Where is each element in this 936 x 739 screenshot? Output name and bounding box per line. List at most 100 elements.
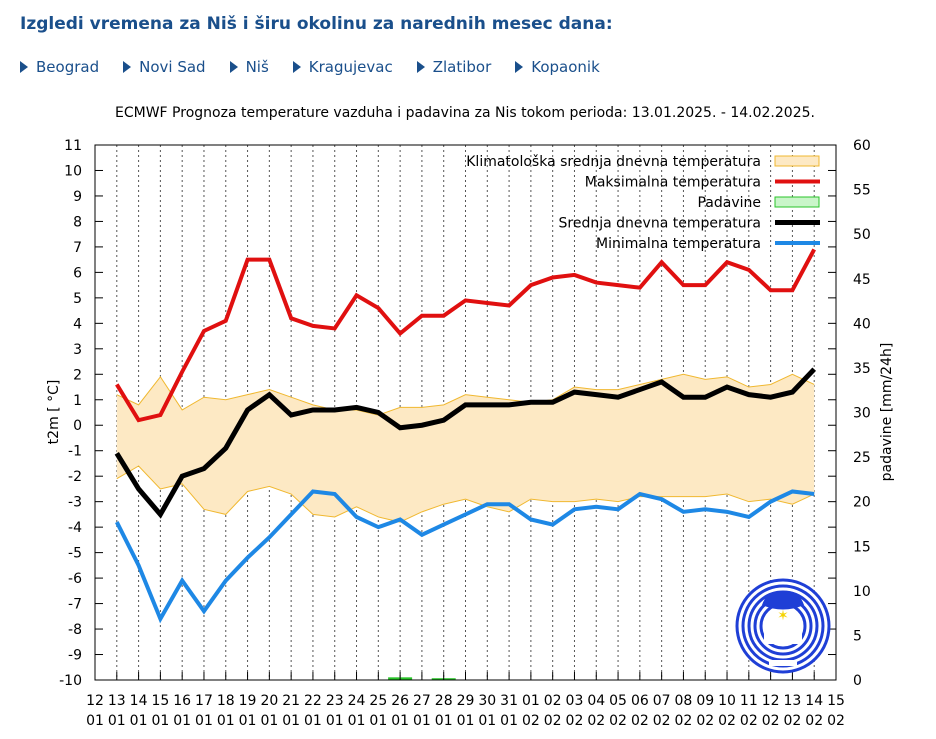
x-tick-label-month: 01	[304, 713, 322, 729]
x-tick-label-day: 14	[130, 693, 148, 709]
x-tick-label-month: 01	[173, 713, 191, 729]
nav-link-nis[interactable]: Niš	[229, 58, 269, 76]
legend-label-precip: Padavine	[697, 195, 761, 211]
y2-tick-label: 55	[853, 183, 871, 199]
y2-tick-label: 35	[853, 361, 871, 377]
nav-link-kopaonik[interactable]: Kopaonik	[515, 58, 600, 76]
x-tick-label-month: 01	[282, 713, 300, 729]
x-tick-label-day: 23	[326, 693, 344, 709]
nav-link-kragujevac[interactable]: Kragujevac	[292, 58, 393, 76]
x-tick-label-day: 09	[696, 693, 714, 709]
y-tick-label: -10	[59, 673, 82, 689]
chevron-right-icon	[229, 61, 238, 73]
x-tick-label-month: 02	[653, 713, 671, 729]
x-tick-label-month: 02	[675, 713, 693, 729]
x-tick-label-month: 01	[369, 713, 387, 729]
nav-link-label: Kopaonik	[531, 58, 600, 76]
x-tick-label-day: 24	[348, 693, 366, 709]
legend-label-min: Minimalna temperatura	[596, 236, 761, 252]
nav-link-label: Beograd	[36, 58, 100, 76]
x-tick-label-month: 01	[478, 713, 496, 729]
nav-link-beograd[interactable]: Beograd	[20, 58, 99, 76]
legend-swatch-clim	[774, 155, 820, 167]
chevron-right-icon	[515, 61, 524, 73]
y-tick-label: 2	[73, 367, 82, 383]
x-tick-label-day: 30	[478, 693, 496, 709]
y-axis-label: t2m [ °C]	[46, 380, 62, 445]
city-nav: Beograd Novi Sad Niš Kragujevac Zlatibor…	[20, 58, 624, 76]
x-tick-label-month: 01	[108, 713, 126, 729]
nav-link-label: Zlatibor	[432, 58, 492, 76]
y2-tick-label: 60	[853, 138, 871, 154]
x-tick-label-month: 02	[544, 713, 562, 729]
y2-tick-label: 15	[853, 539, 871, 555]
x-tick-label-day: 15	[151, 693, 169, 709]
y-tick-label: -3	[68, 495, 82, 511]
x-tick-label-month: 02	[522, 713, 540, 729]
x-tick-label-month: 01	[217, 713, 235, 729]
y2-tick-label: 0	[853, 673, 862, 689]
legend-label-mean: Srednja dnevna temperatura	[559, 216, 761, 232]
forecast-chart: 11109876543210-1-2-3-4-5-6-7-8-9-1060555…	[0, 95, 936, 739]
y2-tick-label: 5	[853, 628, 862, 644]
x-tick-label-month: 02	[783, 713, 801, 729]
climatology-band	[116, 373, 815, 523]
x-tick-label-month: 02	[718, 713, 736, 729]
y-tick-label: -4	[68, 520, 82, 536]
y2-tick-label: 20	[853, 495, 871, 511]
y-tick-label: 9	[73, 189, 82, 205]
y2-tick-label: 40	[853, 316, 871, 332]
x-tick-label-day: 06	[631, 693, 649, 709]
x-tick-label-day: 05	[609, 693, 627, 709]
x-tick-label-month: 02	[827, 713, 845, 729]
x-tick-label-month: 02	[631, 713, 649, 729]
x-tick-label-month: 01	[239, 713, 257, 729]
y-tick-label: -7	[68, 597, 82, 613]
x-tick-label-month: 01	[457, 713, 475, 729]
x-tick-label-day: 13	[783, 693, 801, 709]
x-tick-label-day: 12	[762, 693, 780, 709]
legend-swatch-precip	[774, 196, 820, 208]
x-tick-label-day: 02	[544, 693, 562, 709]
rhmz-logo: ✶	[735, 578, 831, 674]
y-tick-label: -1	[68, 444, 82, 460]
y-tick-label: -5	[68, 546, 82, 562]
x-tick-label-day: 13	[108, 693, 126, 709]
x-tick-label-month: 02	[696, 713, 714, 729]
x-tick-label-month: 01	[435, 713, 453, 729]
x-tick-label-month: 02	[762, 713, 780, 729]
nav-link-novi-sad[interactable]: Novi Sad	[123, 58, 206, 76]
logo-sun-icon: ✶	[777, 608, 789, 624]
x-tick-label-day: 04	[587, 693, 605, 709]
y-tick-label: 1	[73, 393, 82, 409]
x-tick-label-month: 01	[348, 713, 366, 729]
y-tick-label: 5	[73, 291, 82, 307]
x-tick-label-day: 07	[653, 693, 671, 709]
x-tick-label-day: 15	[827, 693, 845, 709]
chart-title: ECMWF Prognoza temperature vazduha i pad…	[115, 105, 815, 121]
x-tick-label-month: 02	[740, 713, 758, 729]
x-tick-label-day: 17	[195, 693, 213, 709]
x-tick-label-month: 01	[500, 713, 518, 729]
x-tick-label-month: 01	[326, 713, 344, 729]
nav-link-zlatibor[interactable]: Zlatibor	[416, 58, 492, 76]
x-tick-label-day: 26	[391, 693, 409, 709]
x-tick-label-month: 01	[260, 713, 278, 729]
x-tick-label-month: 01	[195, 713, 213, 729]
x-tick-label-month: 02	[587, 713, 605, 729]
legend-label-clim: Klimatološka srednja dnevna temperatura	[466, 154, 761, 170]
logo-cloud-icon	[762, 591, 804, 610]
y-tick-label: -8	[68, 622, 82, 638]
x-tick-label-day: 22	[304, 693, 322, 709]
page-title: Izgledi vremena za Niš i širu okolinu za…	[20, 14, 613, 34]
x-tick-label-day: 16	[173, 693, 191, 709]
y2-axis-label: padavine [mm/24h]	[879, 343, 895, 482]
x-tick-label-day: 12	[86, 693, 104, 709]
x-tick-label-month: 02	[805, 713, 823, 729]
x-tick-label-day: 28	[435, 693, 453, 709]
y-tick-label: 3	[73, 342, 82, 358]
chevron-right-icon	[416, 61, 425, 73]
chevron-right-icon	[292, 61, 301, 73]
clim-lower-line	[116, 465, 815, 523]
y-tick-label: -9	[68, 648, 82, 664]
